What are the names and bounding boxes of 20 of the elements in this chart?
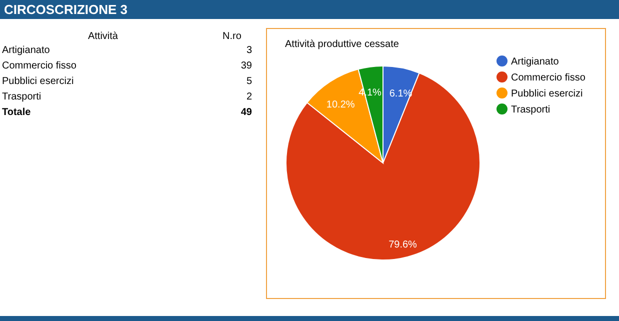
legend-label: Artigianato — [511, 56, 560, 68]
category-label: Pubblici esercizi — [2, 76, 74, 87]
data-label: 79.6% — [388, 240, 418, 251]
text: Attività — [88, 31, 118, 42]
data-label: 2 — [246, 92, 252, 102]
legend-label: Commercio fisso — [511, 72, 586, 84]
data-label: 3 — [246, 45, 252, 56]
category-label: Artigianato — [2, 45, 50, 56]
chart-title: Attività produttive cessate — [285, 39, 400, 50]
text: Totale — [2, 107, 32, 118]
legend-label: Pubblici esercizi — [511, 88, 583, 100]
text: CIRCOSCRIZIONE 3 — [4, 2, 128, 17]
category-label: Commercio fisso — [2, 60, 77, 72]
data-label: 10.2% — [326, 100, 355, 111]
legend-label: Trasporti — [511, 104, 550, 116]
text: N.ro — [222, 31, 242, 42]
category-label: Trasporti — [2, 92, 42, 102]
data-label: 5 — [246, 76, 252, 87]
data-label: 39 — [240, 60, 252, 72]
text: 49 — [240, 107, 252, 118]
